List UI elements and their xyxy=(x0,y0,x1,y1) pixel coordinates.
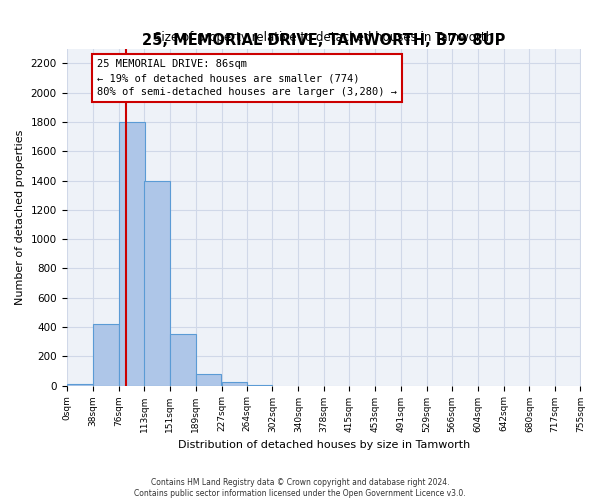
Bar xyxy=(221,382,247,386)
Y-axis label: Number of detached properties: Number of detached properties xyxy=(15,130,25,305)
Title: 25, MEMORIAL DRIVE, TAMWORTH, B79 8UP: 25, MEMORIAL DRIVE, TAMWORTH, B79 8UP xyxy=(142,32,506,48)
X-axis label: Distribution of detached houses by size in Tamworth: Distribution of detached houses by size … xyxy=(178,440,470,450)
Bar xyxy=(144,180,170,386)
Text: 25 MEMORIAL DRIVE: 86sqm
← 19% of detached houses are smaller (774)
80% of semi-: 25 MEMORIAL DRIVE: 86sqm ← 19% of detach… xyxy=(97,59,397,97)
Bar xyxy=(119,122,145,386)
Bar xyxy=(247,385,272,386)
Bar xyxy=(196,374,221,386)
Bar xyxy=(67,384,93,386)
Bar xyxy=(93,324,119,386)
Bar xyxy=(170,334,196,386)
Text: Size of property relative to detached houses in Tamworth: Size of property relative to detached ho… xyxy=(154,30,493,44)
Text: Contains HM Land Registry data © Crown copyright and database right 2024.
Contai: Contains HM Land Registry data © Crown c… xyxy=(134,478,466,498)
